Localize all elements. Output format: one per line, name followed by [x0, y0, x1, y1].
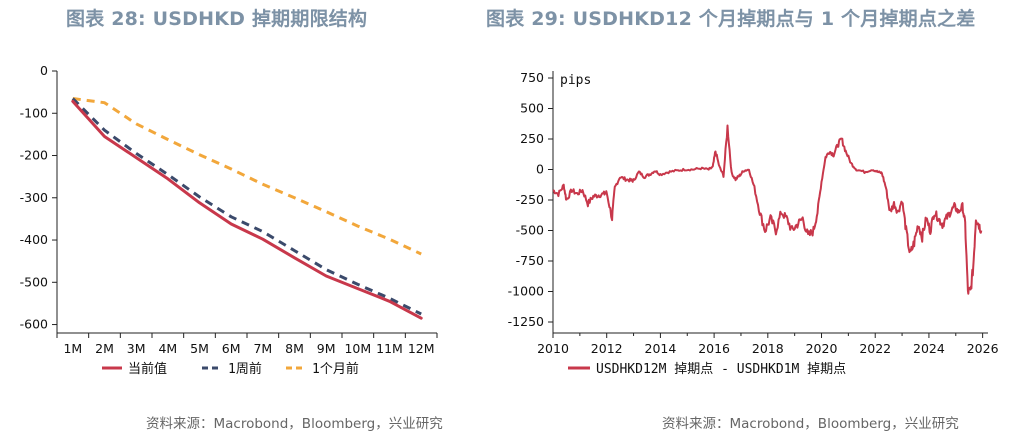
- y-tick-label: -500: [20, 274, 48, 289]
- series-line-swap-spread: [552, 124, 983, 295]
- y-tick-label: -200: [20, 148, 48, 163]
- x-tick-label: 8M: [285, 341, 304, 356]
- chart-29-title: 图表 29: USDHKD12 个月掉期点与 1 个月掉期点之差: [486, 8, 976, 30]
- y-tick-label: -1250: [508, 314, 544, 329]
- x-tick-label: 2M: [95, 341, 114, 356]
- y-tick-label: -100: [20, 105, 48, 120]
- chart-28-source: 资料来源：Macrobond，Bloomberg，兴业研究: [146, 416, 443, 432]
- chart-29-source: 资料来源：Macrobond，Bloomberg，兴业研究: [662, 416, 959, 432]
- x-tick-label: 1M: [63, 341, 82, 356]
- x-tick-label: 2024: [913, 341, 945, 356]
- x-tick-label: 6M: [222, 341, 241, 356]
- y-tick-label: 500: [520, 101, 544, 116]
- y-unit-label: pips: [560, 73, 591, 88]
- x-tick-label: 12M: [408, 341, 435, 356]
- y-tick-label: -300: [20, 190, 48, 205]
- y-tick-label: 0: [536, 162, 544, 177]
- legend-label: USDHKD12M 掉期点 - USDHKD1M 掉期点: [596, 362, 846, 377]
- x-tick-label: 2012: [591, 341, 623, 356]
- x-tick-label: 2020: [806, 341, 838, 356]
- y-tick-label: -1000: [508, 284, 544, 299]
- y-tick-label: -500: [516, 223, 544, 238]
- x-tick-label: 9M: [317, 341, 336, 356]
- y-tick-label: 250: [520, 131, 544, 146]
- series-line-one-week-ago: [71, 97, 422, 316]
- x-tick-label: 2016: [698, 341, 730, 356]
- x-tick-label: 2010: [537, 341, 569, 356]
- x-tick-label: 11M: [376, 341, 403, 356]
- x-tick-label: 2018: [752, 341, 784, 356]
- y-tick-label: 0: [40, 63, 48, 78]
- x-tick-label: 4M: [158, 341, 177, 356]
- series-line-one-month-ago: [72, 97, 422, 256]
- y-tick-label: -250: [516, 192, 544, 207]
- y-tick-label: -400: [20, 232, 48, 247]
- swap-spread-chart: 750 500 250 0 -250 -500 -750 -1000 -1250 2010 2012…: [508, 70, 999, 377]
- x-tick-label: 2022: [859, 341, 891, 356]
- term-structure-chart: 0 -100 -200 -300 -400 -500 -600 1M 2M 3M 4M 5M 6M 7M 8…: [20, 63, 438, 377]
- legend-label: 当前值: [128, 361, 167, 377]
- y-tick-label: 750: [520, 70, 544, 85]
- legend-label: 1个月前: [312, 361, 359, 377]
- chart-28-title: 图表 28: USDHKD 掉期期限结构: [66, 8, 368, 30]
- x-tick-label: 5M: [190, 341, 209, 356]
- x-tick-label: 2014: [645, 341, 677, 356]
- series-line-current: [71, 99, 423, 320]
- x-tick-label: 7M: [253, 341, 272, 356]
- y-tick-label: -750: [516, 253, 544, 268]
- y-tick-label: -600: [20, 317, 48, 332]
- x-tick-label: 2026: [967, 341, 999, 356]
- x-tick-label: 10M: [344, 341, 371, 356]
- x-tick-label: 3M: [127, 341, 146, 356]
- legend-label: 1周前: [228, 361, 262, 377]
